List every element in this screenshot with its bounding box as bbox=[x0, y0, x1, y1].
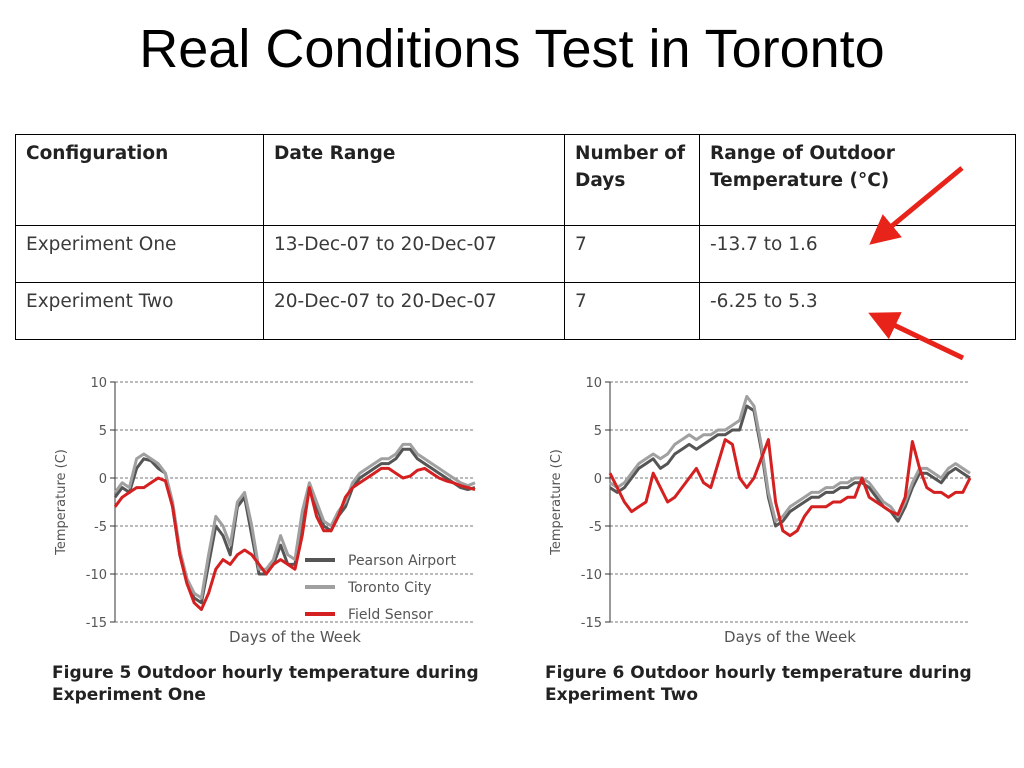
y-axis-label: Temperature (C) bbox=[54, 449, 69, 556]
y-tick-label: -5 bbox=[589, 520, 602, 535]
series-line bbox=[113, 466, 476, 611]
y-tick-label: 10 bbox=[90, 376, 107, 391]
table-cell: 20-Dec-07 to 20-Dec-07 bbox=[263, 282, 565, 340]
table-cell: -13.7 to 1.6 bbox=[699, 225, 1016, 283]
series-line bbox=[609, 394, 971, 523]
table-cell: 7 bbox=[564, 225, 700, 283]
y-tick-label: 10 bbox=[585, 376, 602, 391]
y-tick-label: -15 bbox=[86, 616, 107, 631]
y-tick-label: -10 bbox=[581, 568, 602, 583]
table-cell: -6.25 to 5.3 bbox=[699, 282, 1016, 340]
y-tick-label: -10 bbox=[86, 568, 107, 583]
x-axis-label: Days of the Week bbox=[229, 628, 361, 646]
figure-6-caption: Figure 6 Outdoor hourly temperature duri… bbox=[545, 662, 972, 706]
y-tick-label: 5 bbox=[594, 424, 602, 439]
chart-experiment-one: 10 5 0 -5 -10 -15 Temperature (C) Days of the W… bbox=[54, 376, 476, 646]
y-tick-label: 0 bbox=[594, 472, 602, 487]
figure-5-caption: Figure 5 Outdoor hourly temperature duri… bbox=[52, 662, 479, 706]
table-cell: 7 bbox=[564, 282, 700, 340]
table-row: Experiment One 13-Dec-07 to 20-Dec-07 7 … bbox=[15, 225, 1016, 283]
x-axis-label: Days of the Week bbox=[724, 628, 856, 646]
table-cell: 13-Dec-07 to 20-Dec-07 bbox=[263, 225, 565, 283]
y-tick-label: 0 bbox=[99, 472, 107, 487]
configuration-table: Configuration Date Range Number of Days … bbox=[15, 134, 1016, 340]
legend-label: Toronto City bbox=[347, 580, 432, 596]
y-tick-label: -15 bbox=[581, 616, 602, 631]
y-axis-label: Temperature (C) bbox=[549, 449, 564, 556]
chart-experiment-two: 10 5 0 -5 -10 -15 Temperature (C) Days of the W… bbox=[549, 376, 972, 646]
y-tick-label: -5 bbox=[94, 520, 107, 535]
table-row: Experiment Two 20-Dec-07 to 20-Dec-07 7 … bbox=[15, 282, 1016, 340]
series-line bbox=[113, 442, 476, 600]
header-configuration: Configuration bbox=[15, 134, 264, 226]
table-cell: Experiment One bbox=[15, 225, 264, 283]
caption-line: Figure 5 Outdoor hourly temperature duri… bbox=[52, 663, 479, 683]
caption-line: Experiment One bbox=[52, 685, 206, 705]
header-temperature-range: Range of Outdoor Temperature (°C) bbox=[699, 134, 1016, 226]
legend-label: Pearson Airport bbox=[348, 553, 457, 569]
table-header-row: Configuration Date Range Number of Days … bbox=[15, 134, 1016, 226]
slide-title: Real Conditions Test in Toronto bbox=[139, 19, 885, 79]
y-tick-label: 5 bbox=[99, 424, 107, 439]
series-line bbox=[608, 438, 972, 538]
table-cell: Experiment Two bbox=[15, 282, 264, 340]
series-line bbox=[609, 404, 971, 528]
header-date-range: Date Range bbox=[263, 134, 565, 226]
legend-label: Field Sensor bbox=[348, 607, 433, 623]
caption-line: Experiment Two bbox=[545, 685, 698, 705]
header-number-of-days: Number of Days bbox=[564, 134, 700, 226]
caption-line: Figure 6 Outdoor hourly temperature duri… bbox=[545, 663, 972, 683]
